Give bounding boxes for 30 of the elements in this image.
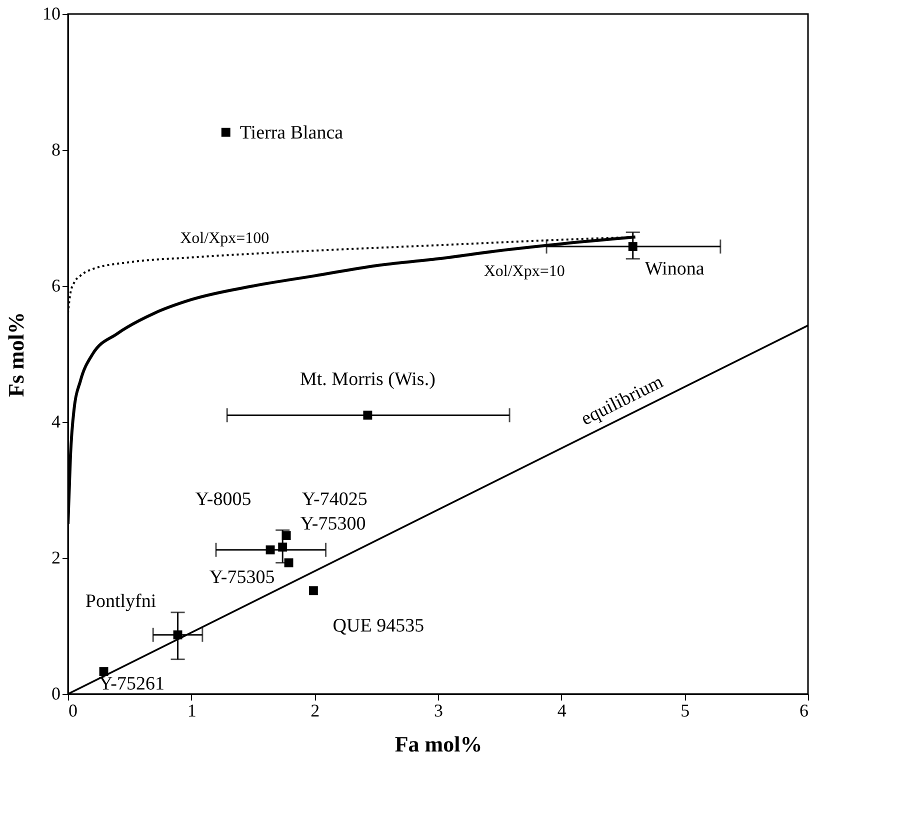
y-tick-label: 6 [52, 276, 60, 296]
data-label: Y-75300 [300, 514, 366, 535]
y-tick-label: 2 [52, 548, 60, 568]
data-label: Y-75305 [209, 566, 275, 588]
annotation: Xol/Xpx=10 [484, 263, 565, 280]
data-label: Pontlyfni [85, 590, 156, 612]
y-tick-label: 10 [42, 4, 60, 24]
data-label: Y-74025 [302, 489, 368, 510]
x-axis-title: Fa mol% [394, 732, 482, 756]
x-tick-label: 5 [680, 700, 690, 720]
x-tick-label: 3 [434, 700, 443, 720]
point [308, 586, 318, 596]
x-tick-label: 4 [557, 700, 566, 720]
annotation: Xol/Xpx=100 [180, 230, 270, 248]
x-tick-label: 0 [68, 700, 78, 720]
data-label: Mt. Morris (Wis.) [300, 369, 436, 390]
point [99, 667, 108, 676]
data-label: Y-8005 [195, 488, 252, 510]
y-tick-label: 8 [52, 140, 60, 160]
data-label: QUE 94535 [332, 616, 424, 637]
y-tick-label: 4 [52, 412, 60, 432]
x-tick-label: 6 [800, 700, 808, 720]
data-label: Y-75261 [99, 674, 164, 695]
point [221, 128, 230, 137]
x-tick-label: 1 [187, 700, 196, 720]
data-label: Winona [644, 258, 705, 280]
y-tick-label: 0 [52, 684, 60, 704]
x-tick-label: 2 [310, 700, 320, 720]
y-axis-title: Fs mol% [4, 312, 28, 397]
data-label: Tierra Blanca [240, 122, 344, 144]
